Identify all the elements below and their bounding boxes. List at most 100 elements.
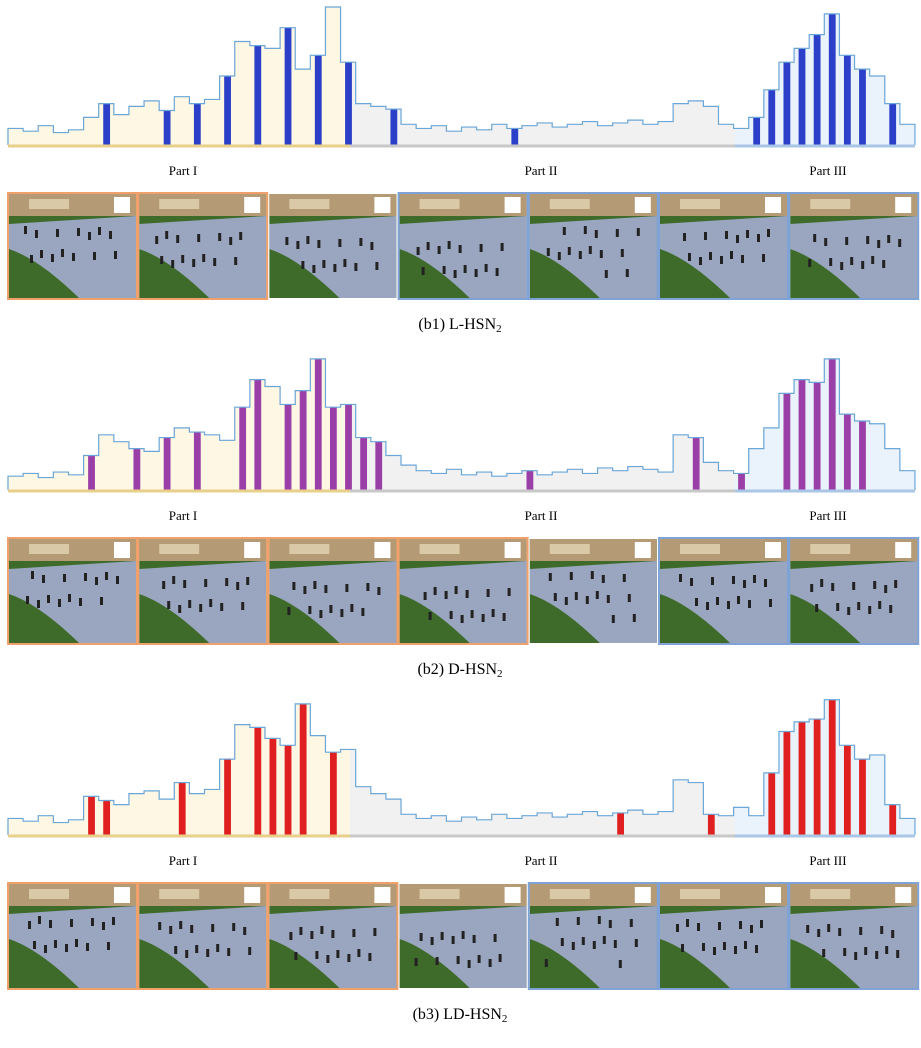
selected-bar (859, 759, 866, 835)
thumbnail (8, 193, 137, 299)
thumbnail (138, 193, 267, 299)
caption-sub: 2 (496, 323, 502, 335)
selected-bar (285, 404, 292, 490)
selected-bar (814, 719, 821, 835)
region-fill (350, 345, 735, 490)
thumbnail (530, 539, 657, 643)
thumbnail (399, 538, 528, 644)
selected-bar (103, 801, 110, 836)
thumbnail (529, 193, 658, 299)
selected-bar (844, 55, 851, 145)
selected-bar (254, 380, 261, 490)
thumbnail (8, 883, 137, 989)
region-fill (8, 345, 350, 490)
selected-bar (814, 382, 821, 490)
selected-bar (300, 704, 307, 835)
selected-bar (345, 62, 352, 145)
caption: (b3) LD-HSN2 (413, 1006, 508, 1025)
region-fill (735, 690, 915, 835)
figure: Part IPart IIPart III(b1) L-HSN2Part IPa… (0, 0, 921, 1043)
selected-bar (103, 104, 110, 145)
selected-bar (88, 456, 95, 491)
part-label: Part II (525, 853, 558, 868)
selected-bar (194, 432, 201, 490)
selected-bar (829, 700, 836, 835)
selected-bar (708, 814, 715, 835)
selected-bar (164, 438, 171, 490)
selected-bar (527, 471, 534, 490)
caption-text: (b1) L-HSN (418, 316, 496, 333)
selected-bar (859, 69, 866, 145)
selected-bar (814, 35, 821, 145)
thumbnail (789, 883, 918, 989)
selected-bar (617, 813, 624, 835)
caption-sub: 2 (502, 1013, 508, 1025)
selected-bar (753, 117, 760, 145)
region-fill (735, 345, 915, 490)
selected-bar (859, 421, 866, 490)
caption-text: (b3) LD-HSN (413, 1006, 503, 1023)
selected-bar (330, 752, 337, 835)
selected-bar (829, 14, 836, 145)
selected-bar (889, 805, 896, 835)
caption: (b2) D-HSN2 (417, 661, 502, 680)
selected-bar (239, 407, 246, 490)
thumbnail (138, 538, 267, 644)
selected-bar (783, 62, 790, 145)
part-label: Part I (169, 853, 198, 868)
thumbnail (400, 884, 527, 988)
selected-bar (768, 90, 775, 145)
selected-bar (300, 391, 307, 490)
selected-bar (783, 732, 790, 836)
selected-bar (179, 783, 186, 835)
selected-bar (799, 722, 806, 835)
thumbnail (399, 193, 528, 299)
part-label: Part III (809, 163, 846, 178)
selected-bar (829, 359, 836, 490)
thumbnail (659, 538, 788, 644)
caption-sub: 2 (497, 668, 503, 680)
selected-bar (88, 796, 95, 835)
selected-bar (360, 438, 367, 490)
thumbnail (529, 883, 658, 989)
thumbnail (8, 538, 137, 644)
selected-bar (330, 407, 337, 490)
selected-bar (799, 48, 806, 145)
selected-bar (224, 759, 231, 835)
selected-bar (315, 359, 322, 490)
region-fill (8, 0, 350, 145)
selected-bar (799, 380, 806, 490)
part-label: Part II (525, 508, 558, 523)
thumbnail (269, 194, 396, 298)
caption-text: (b2) D-HSN (417, 661, 497, 678)
selected-bar (889, 104, 896, 145)
selected-bar (254, 46, 261, 145)
thumbnail (659, 193, 788, 299)
part-label: Part III (809, 508, 846, 523)
selected-bar (844, 414, 851, 490)
selected-bar (345, 404, 352, 490)
selected-bar (194, 104, 201, 145)
selected-bar (375, 442, 382, 490)
part-label: Part II (525, 163, 558, 178)
selected-bar (693, 438, 700, 490)
selected-bar (133, 449, 140, 490)
selected-bar (511, 128, 518, 145)
part-label: Part I (169, 163, 198, 178)
selected-bar (844, 745, 851, 835)
thumbnail (268, 883, 397, 989)
selected-bar (783, 393, 790, 490)
thumbnail (138, 883, 267, 989)
region-fill (735, 0, 915, 145)
caption: (b1) L-HSN2 (418, 316, 501, 335)
thumbnail (789, 193, 918, 299)
selected-bar (164, 111, 171, 146)
thumbnail (659, 883, 788, 989)
part-label: Part III (809, 853, 846, 868)
selected-bar (390, 109, 397, 145)
selected-bar (224, 76, 231, 145)
page: Part IPart IIPart III(b1) L-HSN2Part IPa… (0, 0, 921, 1043)
thumbnail (268, 538, 397, 644)
selected-bar (270, 738, 277, 835)
thumbnail (789, 538, 918, 644)
